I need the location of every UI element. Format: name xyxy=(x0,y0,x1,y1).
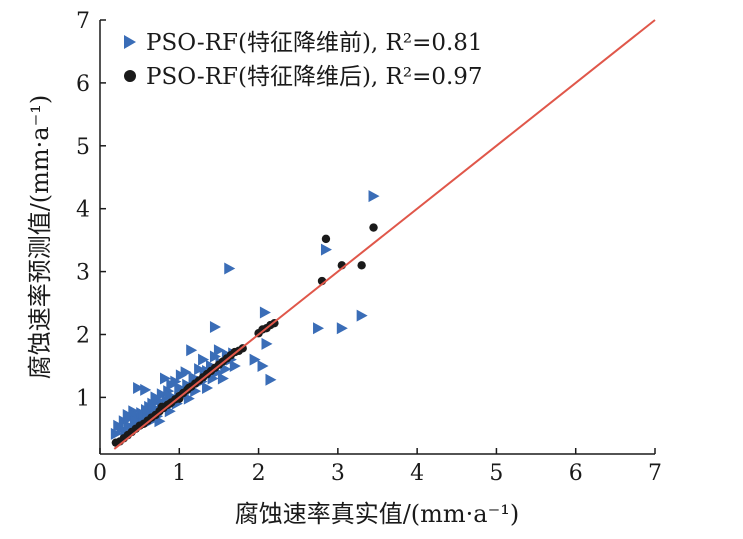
legend: PSO-RF(特征降维前), R²=0.81 PSO-RF(特征降维后), R²… xyxy=(124,30,483,90)
data-point-after xyxy=(369,223,378,232)
x-tick-label: 0 xyxy=(93,461,107,486)
x-tick-label: 5 xyxy=(489,461,503,486)
fit-line xyxy=(113,19,656,450)
data-point-before xyxy=(183,392,195,405)
x-tick-label: 1 xyxy=(172,461,186,486)
data-point-before xyxy=(128,405,140,418)
data-point-before xyxy=(186,344,198,357)
data-point-before xyxy=(336,322,348,335)
plot-area: 0 1 2 3 4 5 6 7 1 2 3 4 5 6 7 xyxy=(76,9,662,486)
data-point-after xyxy=(357,261,366,270)
data-point-before xyxy=(140,383,152,396)
x-tick-layer: 0 1 2 3 4 5 6 7 xyxy=(93,448,662,486)
data-point-before xyxy=(180,366,192,379)
y-tick-label: 5 xyxy=(76,135,90,160)
y-tick-label: 4 xyxy=(76,198,90,223)
data-point-before xyxy=(257,359,269,372)
y-tick-label: 6 xyxy=(76,72,90,97)
data-point-before xyxy=(130,415,142,428)
data-point-before xyxy=(220,363,232,376)
x-tick-label: 7 xyxy=(648,461,662,486)
fit-line-layer xyxy=(113,19,656,450)
legend-marker-circle xyxy=(124,70,136,82)
y-tick-label: 7 xyxy=(76,9,90,34)
legend-label-after: PSO-RF(特征降维后), R²=0.97 xyxy=(146,64,483,90)
data-point-before xyxy=(153,394,165,407)
data-point-before xyxy=(368,190,380,203)
data-point-before xyxy=(160,372,172,385)
data-point-before xyxy=(213,344,225,357)
y-tick-layer: 1 2 3 4 5 6 7 xyxy=(76,9,106,411)
data-point-before xyxy=(170,375,182,388)
x-tick-label: 3 xyxy=(331,461,345,486)
y-tick-label: 2 xyxy=(76,323,90,348)
data-point-after xyxy=(184,383,193,393)
data-point-before xyxy=(217,372,229,385)
data-point-before xyxy=(209,350,221,363)
data-point-before xyxy=(209,320,221,333)
data-point-before xyxy=(320,243,332,256)
data-point-before xyxy=(313,322,325,335)
x-tick-label: 2 xyxy=(252,461,266,486)
x-axis-title: 腐蚀速率真实值/(mm·a⁻¹) xyxy=(235,500,520,528)
y-axis-title: 腐蚀速率预测值/(mm·a⁻¹) xyxy=(26,95,54,380)
data-point-before xyxy=(164,390,176,403)
y-tick-label: 3 xyxy=(76,261,90,286)
legend-label-before: PSO-RF(特征降维前), R²=0.81 xyxy=(146,30,483,56)
data-point-before xyxy=(198,353,210,366)
legend-marker-triangle xyxy=(124,35,136,49)
data-point-before xyxy=(356,309,368,322)
data-point-before xyxy=(156,388,168,401)
points-layer xyxy=(110,190,380,447)
data-point-before xyxy=(133,381,145,394)
data-point-before xyxy=(224,262,236,275)
data-point-before xyxy=(249,353,261,366)
data-point-before xyxy=(265,373,277,386)
data-point-after xyxy=(321,234,331,244)
x-tick-label: 6 xyxy=(569,461,583,486)
data-point-before xyxy=(229,359,241,372)
data-point-before xyxy=(261,337,273,350)
y-tick-label: 1 xyxy=(76,386,90,411)
data-point-before xyxy=(202,381,214,394)
x-tick-label: 4 xyxy=(410,461,424,486)
data-point-before xyxy=(259,306,271,319)
data-point-before xyxy=(194,363,206,376)
